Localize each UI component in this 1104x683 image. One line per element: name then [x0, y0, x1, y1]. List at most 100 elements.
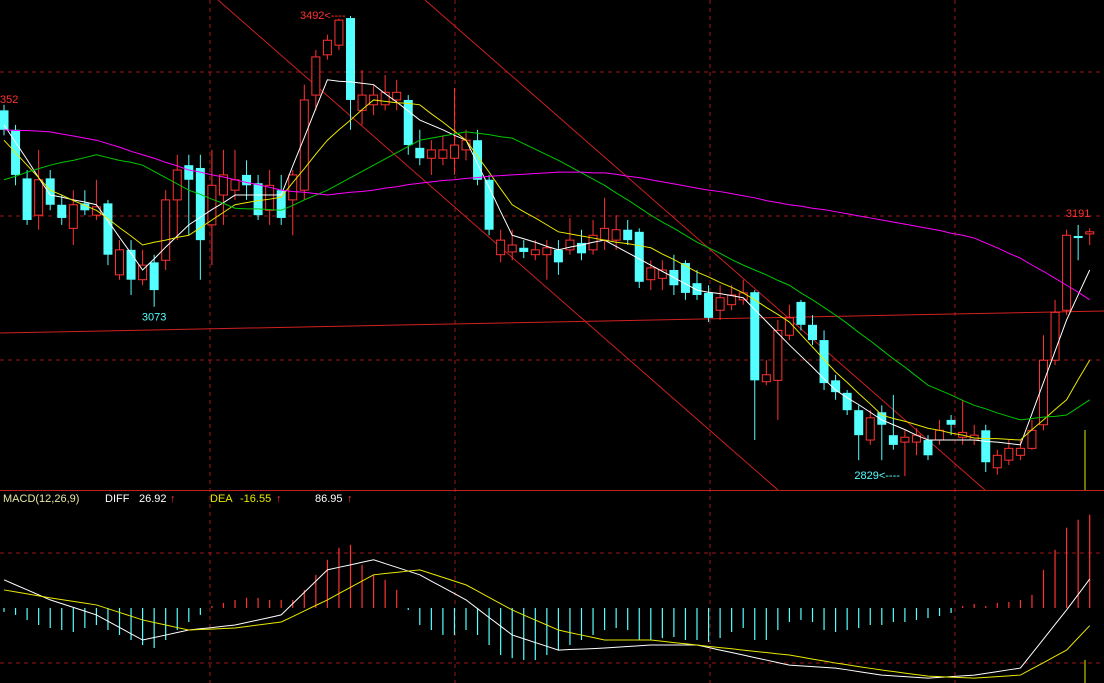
readout-value: 26.92	[139, 493, 167, 505]
candle-body	[138, 264, 148, 281]
candle-body	[577, 242, 586, 254]
macd-line	[3, 569, 1091, 679]
trend-mark: ↑	[170, 493, 176, 505]
candle-body	[68, 204, 78, 229]
candle-body	[380, 91, 390, 106]
candle-body	[634, 231, 644, 282]
candle-body	[484, 179, 494, 230]
candle-body	[449, 144, 459, 159]
candle-body	[542, 247, 552, 256]
candle-body	[1039, 359, 1048, 426]
macd-title: MACD(12,26,9)	[3, 493, 79, 505]
candle-body	[680, 263, 690, 293]
candle-body	[346, 18, 355, 100]
candle-body	[276, 190, 286, 218]
macd-line	[3, 559, 1091, 679]
candle-body	[299, 99, 309, 191]
candle-body	[657, 269, 667, 279]
candle-body	[496, 239, 506, 256]
price-annotation: 3191	[1066, 208, 1090, 220]
candle-body	[195, 167, 205, 241]
candle-body	[553, 249, 563, 263]
candle-body	[1004, 447, 1014, 461]
readout-name: DIFF	[105, 493, 130, 505]
price-annotation: 3073	[142, 312, 166, 324]
candle-body	[727, 294, 737, 306]
candle-body	[230, 179, 240, 191]
candle-body	[796, 301, 806, 325]
candle-body	[831, 380, 841, 393]
edge-price-label: 352	[0, 94, 18, 106]
candle-body	[946, 419, 956, 425]
candle-body	[1050, 311, 1060, 361]
moving-average-line	[3, 129, 1090, 301]
candle-body	[207, 184, 217, 226]
candle-body	[473, 140, 483, 180]
candle-body	[334, 19, 344, 46]
candle-body	[761, 374, 771, 383]
candle-body	[34, 179, 44, 216]
candle-body	[218, 174, 228, 196]
moving-average-line	[3, 99, 1091, 441]
candle-body	[1073, 235, 1083, 239]
trend-line	[0, 310, 1104, 334]
moving-average-line	[3, 79, 1091, 446]
candle-body	[184, 165, 194, 180]
candle-body	[600, 227, 610, 241]
price-annotation: 2829<----	[854, 470, 900, 482]
candle-body	[1027, 429, 1037, 449]
price-annotation: 3492<----	[300, 10, 346, 22]
trend-mark: ↑	[276, 493, 282, 505]
candle-body	[149, 262, 159, 291]
candle-body	[888, 435, 898, 445]
candle-body	[415, 147, 425, 159]
candle-body	[923, 440, 933, 456]
readout-value: 86.95	[315, 493, 343, 505]
candle-body	[438, 149, 448, 159]
candle-body	[392, 91, 402, 101]
candle-body	[103, 203, 113, 255]
candle-body	[357, 94, 367, 111]
candle-body	[253, 183, 263, 216]
moving-average-line	[3, 131, 1090, 421]
candle-body	[623, 229, 633, 241]
candle-body	[426, 149, 436, 159]
candle-body	[854, 410, 864, 436]
candle-body	[750, 292, 760, 381]
candle-body	[1085, 231, 1095, 235]
candle-body	[45, 178, 55, 205]
candle-body	[611, 229, 621, 241]
trend-line	[424, 0, 986, 491]
candle-body	[900, 436, 910, 443]
candle-body	[265, 184, 275, 211]
candle-body	[507, 244, 517, 253]
candle-body	[773, 329, 783, 381]
candle-body	[242, 174, 252, 186]
candle-body	[981, 430, 991, 463]
candle-body	[738, 292, 748, 301]
candle-body	[311, 56, 321, 96]
candle-body	[80, 203, 90, 211]
candle-body	[865, 417, 875, 441]
candle-body	[646, 267, 656, 281]
candle-body	[992, 454, 1002, 469]
candle-body	[57, 204, 67, 218]
candle-body	[819, 340, 829, 384]
candle-body	[877, 412, 887, 425]
candle-body	[530, 249, 540, 256]
readout-value: -16.55	[240, 493, 271, 505]
candle-body	[161, 199, 171, 261]
candle-body	[0, 110, 9, 130]
candle-body	[126, 249, 136, 280]
candle-body	[935, 429, 945, 441]
candle-body	[704, 292, 714, 318]
candle-body	[172, 169, 182, 201]
candle-body	[22, 178, 32, 221]
trend-mark: ↑	[347, 493, 353, 505]
candle-body	[1015, 447, 1025, 456]
candle-body	[403, 99, 413, 146]
candle-body	[519, 247, 529, 252]
